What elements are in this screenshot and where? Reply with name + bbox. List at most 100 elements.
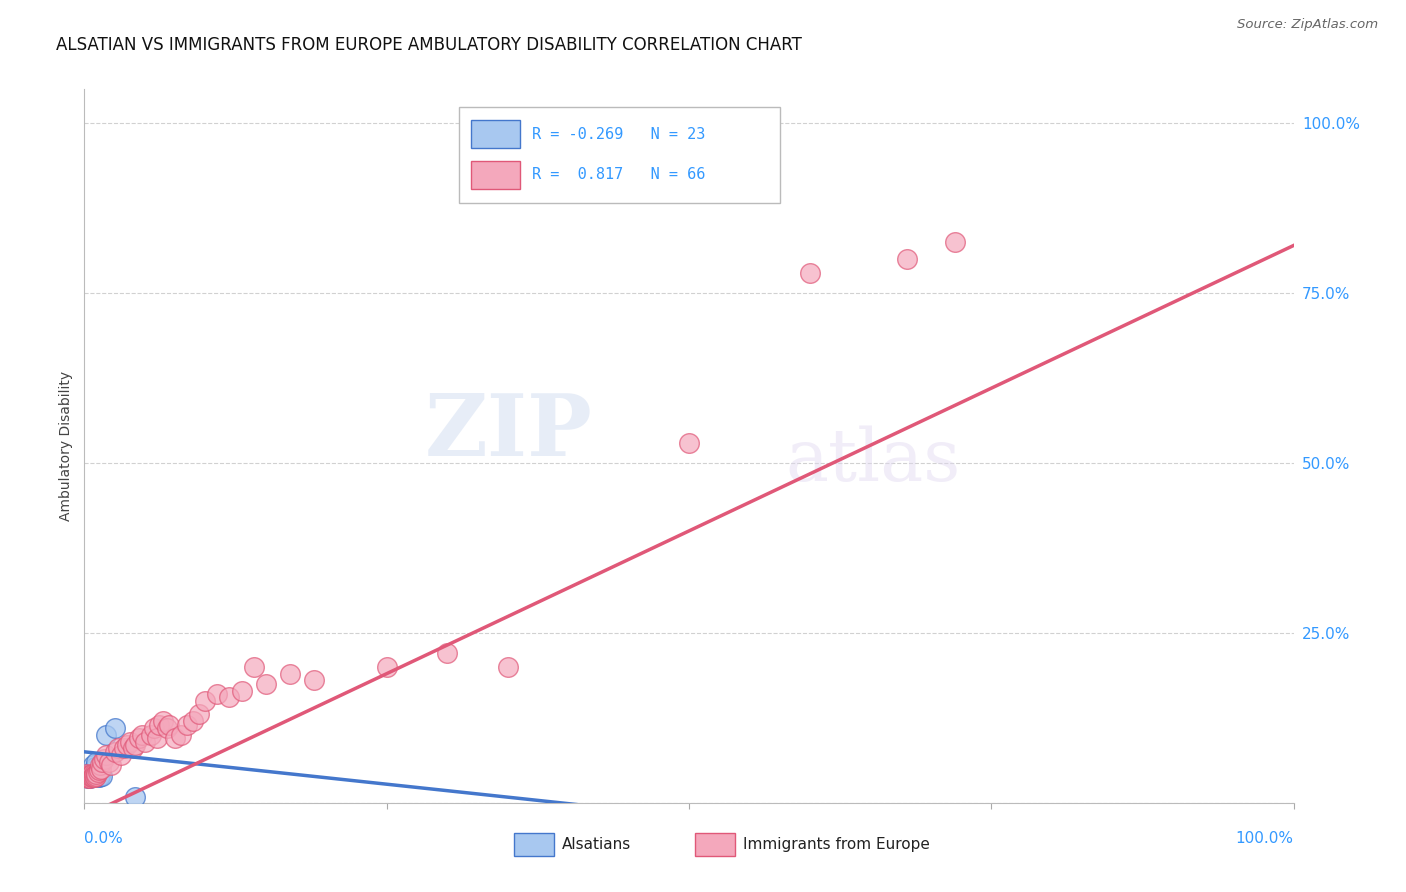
Point [77, 768, 100, 782]
Point [80, 770, 103, 784]
Point [91, 769, 114, 783]
Point [194, 694, 217, 708]
Point [90, 762, 112, 776]
Point [76, 770, 98, 784]
Point [134, 734, 156, 748]
Point [77, 769, 100, 783]
Point [77, 770, 100, 784]
Point [163, 731, 186, 746]
Point [79, 772, 101, 786]
Point [82, 770, 104, 784]
Point [799, 266, 821, 280]
Point [86, 769, 108, 783]
Point [79, 769, 101, 783]
Point [94, 728, 117, 742]
Point [86, 755, 108, 769]
Point [104, 721, 127, 735]
Text: Alsatians: Alsatians [562, 837, 631, 852]
Point [77, 770, 100, 784]
Point [678, 435, 700, 450]
Point [170, 728, 193, 742]
Point [86, 767, 108, 781]
Text: ZIP: ZIP [425, 390, 592, 474]
Y-axis label: Ambulatory Disability: Ambulatory Disability [59, 371, 73, 521]
Point [112, 741, 135, 756]
Point [143, 721, 166, 735]
Point [89, 758, 111, 772]
Point [87, 770, 110, 784]
Point [121, 741, 143, 756]
Point [77, 768, 100, 782]
Point [120, 734, 142, 748]
Point [86, 765, 108, 780]
Point [128, 731, 150, 746]
Point [943, 235, 966, 249]
Point [254, 677, 277, 691]
Text: 100.0%: 100.0% [1236, 831, 1294, 847]
Point [152, 714, 174, 729]
Text: Immigrants from Europe: Immigrants from Europe [744, 837, 931, 852]
Point [131, 728, 153, 742]
Point [207, 687, 229, 701]
Text: Source: ZipAtlas.com: Source: ZipAtlas.com [1237, 18, 1378, 31]
Point [104, 745, 127, 759]
Text: 0.0%: 0.0% [84, 831, 124, 847]
Point [82, 769, 104, 783]
Point [91, 755, 114, 769]
Point [86, 770, 108, 784]
Point [94, 748, 117, 763]
Point [107, 741, 129, 756]
Point [188, 707, 211, 722]
Point [77, 772, 100, 786]
Point [302, 673, 325, 688]
Point [83, 769, 105, 783]
Point [84, 770, 107, 784]
Point [146, 731, 169, 746]
Point [139, 728, 162, 742]
Point [89, 769, 111, 783]
FancyBboxPatch shape [695, 833, 735, 856]
Text: atlas: atlas [786, 425, 962, 496]
Point [83, 767, 105, 781]
Point [82, 758, 104, 772]
Point [436, 646, 458, 660]
Point [84, 760, 107, 774]
Point [231, 683, 253, 698]
Point [97, 755, 120, 769]
Point [242, 660, 264, 674]
Point [218, 690, 240, 705]
Point [148, 717, 170, 731]
Point [76, 770, 98, 784]
Point [77, 771, 100, 785]
FancyBboxPatch shape [513, 833, 554, 856]
Point [87, 763, 110, 777]
Text: R =  0.817   N = 66: R = 0.817 N = 66 [531, 168, 706, 182]
Point [77, 769, 100, 783]
FancyBboxPatch shape [471, 161, 520, 189]
Point [155, 721, 177, 735]
Point [115, 738, 138, 752]
Point [79, 769, 101, 783]
Point [75, 770, 97, 784]
Point [157, 717, 180, 731]
Point [80, 767, 103, 781]
Text: ALSATIAN VS IMMIGRANTS FROM EUROPE AMBULATORY DISABILITY CORRELATION CHART: ALSATIAN VS IMMIGRANTS FROM EUROPE AMBUL… [56, 36, 801, 54]
Point [93, 751, 115, 765]
Point [176, 717, 198, 731]
Point [76, 767, 98, 781]
Point [82, 769, 104, 783]
Point [79, 771, 101, 785]
FancyBboxPatch shape [471, 120, 520, 148]
Point [76, 767, 98, 781]
Point [896, 252, 918, 266]
Point [181, 714, 204, 729]
Point [80, 770, 103, 784]
Point [278, 666, 301, 681]
Point [75, 769, 97, 783]
Point [83, 763, 105, 777]
Point [496, 660, 519, 674]
Point [124, 790, 146, 805]
Point [124, 738, 146, 752]
FancyBboxPatch shape [460, 107, 779, 203]
Point [75, 769, 97, 783]
